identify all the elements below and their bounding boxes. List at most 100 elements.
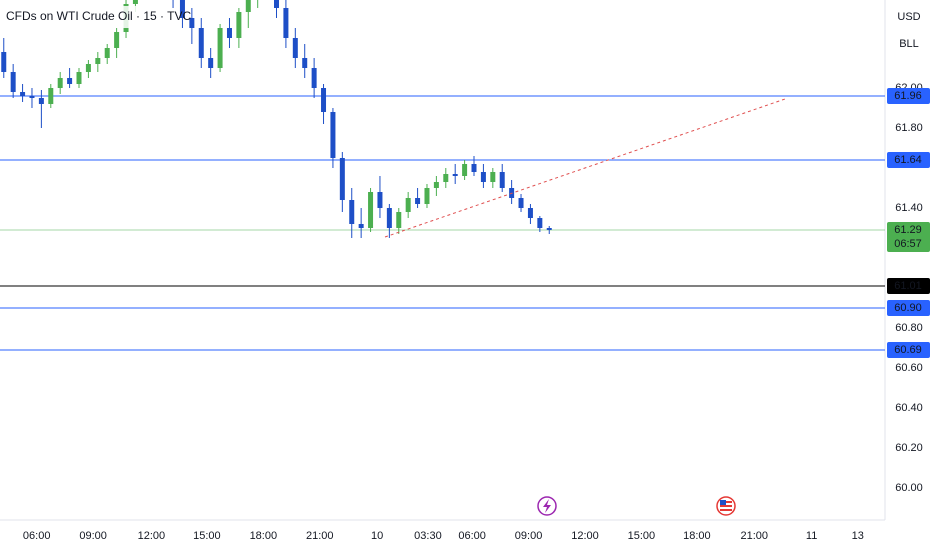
candle-body [386, 208, 392, 228]
candle-body [67, 78, 73, 84]
candle-body [358, 224, 364, 228]
y-tick-label: 60.20 [895, 442, 923, 454]
x-tick-label: 11 [806, 530, 817, 542]
candle-body [396, 212, 402, 228]
y-tick-label: 61.40 [895, 202, 923, 214]
candle-body [29, 96, 35, 98]
candle-body [537, 218, 543, 228]
candle-body [95, 58, 101, 64]
candles [1, 0, 552, 238]
y-tick-label: 60.60 [895, 362, 923, 374]
candle-body [226, 28, 232, 38]
candle-body [349, 200, 355, 224]
price-tag [887, 152, 930, 168]
candle-body [443, 174, 449, 182]
x-tick-label: 09:00 [79, 530, 107, 542]
candle-body [480, 172, 486, 182]
candle-body [377, 192, 383, 208]
y-tick-label: 60.40 [895, 402, 923, 414]
candle-body [490, 172, 496, 182]
candle-body [48, 88, 54, 104]
candle-body [462, 164, 468, 176]
candle-body [245, 0, 251, 12]
price-tag-label: 60.90 [894, 302, 922, 314]
candle-body [236, 12, 242, 38]
currency: USD [897, 11, 920, 23]
candle-body [114, 32, 120, 48]
x-tick-label: 15:00 [193, 530, 221, 542]
candle-body [198, 28, 204, 58]
candle-body [85, 64, 91, 72]
price-tag-label: 61.01 [894, 280, 922, 292]
x-tick-label: 10 [371, 530, 383, 542]
candle-body [433, 182, 439, 188]
price-tag-label: 61.96 [894, 90, 922, 102]
candle-body [518, 198, 524, 208]
x-tick-label: 21:00 [306, 530, 334, 542]
y-tick-label: 60.80 [895, 322, 923, 334]
candle-body [471, 164, 477, 172]
candle-body [302, 58, 308, 68]
stripe [720, 509, 732, 511]
x-tick-label: 09:00 [515, 530, 543, 542]
candle-body [57, 78, 63, 88]
candle-body [274, 0, 280, 8]
candle-body [424, 188, 430, 204]
candle-body [321, 88, 327, 112]
flag-icon[interactable] [716, 496, 736, 516]
candle-body [330, 112, 336, 158]
x-tick-label: 13 [852, 530, 864, 542]
canton [720, 500, 726, 505]
candle-body [179, 0, 185, 18]
price-tag-label: 61.29 [894, 224, 922, 236]
candle-body [20, 92, 26, 96]
candle-body [527, 208, 533, 218]
candle-body [132, 0, 138, 4]
price-tag-label: 61.64 [894, 154, 922, 166]
candle-body [499, 172, 505, 188]
candle-body [76, 72, 82, 84]
title-bg [0, 6, 172, 28]
candle-body [546, 228, 552, 230]
lightning [543, 499, 551, 513]
candle-body [38, 98, 44, 104]
price-tag [887, 342, 930, 358]
candle-body [405, 198, 411, 212]
axes: 60.0060.2060.4060.6060.8061.4061.8062.00… [23, 82, 930, 542]
candle-body [283, 8, 289, 38]
x-tick-label: 12:00 [138, 530, 166, 542]
candle-body [189, 18, 195, 28]
x-tick-label: 06:00 [458, 530, 486, 542]
price-tag [887, 300, 930, 316]
candle-body [292, 38, 298, 58]
x-tick-label: 03:30 [414, 530, 442, 542]
y-tick-label: 60.00 [895, 482, 923, 494]
price-tag [887, 278, 930, 294]
price-tag [887, 88, 930, 104]
candle-body [368, 192, 374, 228]
x-tick-label: 15:00 [628, 530, 656, 542]
x-tick-label: 21:00 [741, 530, 769, 542]
x-tick-label: 06:00 [23, 530, 51, 542]
trend-line [384, 98, 786, 238]
candle-body [415, 198, 421, 204]
candle-body [452, 174, 458, 176]
chart-title: CFDs on WTI Crude Oil · 15 · TVC [6, 9, 191, 23]
candle-body [104, 48, 110, 58]
candle-body [1, 52, 7, 72]
price-tag-label: 60.69 [894, 344, 922, 356]
x-tick-label: 18:00 [250, 530, 278, 542]
event-icon[interactable] [537, 496, 557, 516]
candle-body [10, 72, 16, 92]
candle-body [311, 68, 317, 88]
y-tick-label: 61.80 [895, 122, 923, 134]
countdown: 06:57 [894, 238, 922, 250]
x-tick-label: 12:00 [571, 530, 599, 542]
candle-body [339, 158, 345, 200]
candle-body [217, 28, 223, 68]
stripe [720, 505, 732, 507]
unit: BLL [899, 38, 919, 50]
x-tick-label: 18:00 [683, 530, 711, 542]
